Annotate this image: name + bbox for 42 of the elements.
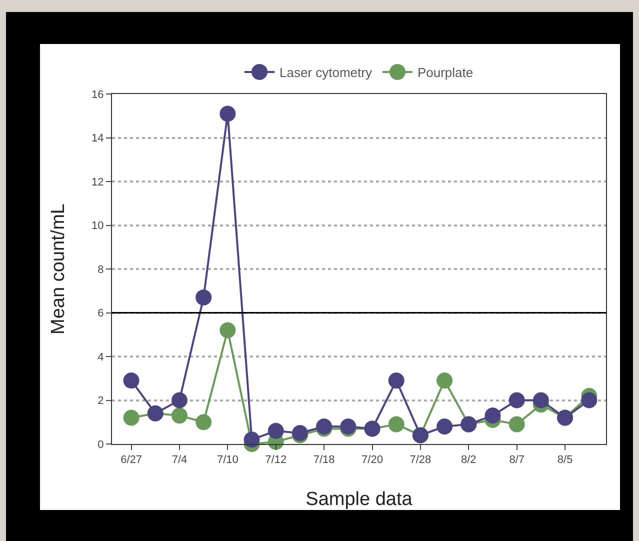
y-axis-title: Mean count/mL [48,204,69,334]
point [123,410,140,426]
point [508,392,525,408]
point [171,392,188,408]
x-tick-label: 7/12 [265,454,287,466]
point [171,408,188,424]
point [123,372,140,389]
point [268,422,284,439]
point [484,408,501,424]
point [196,414,212,430]
y-tick-label: 16 [92,88,104,101]
y-tick-label: 8 [98,264,104,276]
x-tick-label: 8/7 [509,454,524,466]
legend-label: Pourplate [417,65,474,80]
y-tick-label: 2 [98,395,104,408]
point [196,289,212,306]
x-tick-label: 6/27 [120,454,142,466]
x-tick-label: 8/2 [460,454,476,466]
x-tick-label: 7/18 [313,454,335,466]
point [220,322,236,338]
y-tick-label: 12 [92,176,104,188]
point [388,372,404,389]
point [508,416,525,432]
x-tick-label: 8/5 [557,454,573,466]
point [388,416,404,432]
point [220,106,236,122]
x-axis-title: Sample data [306,489,413,510]
y-tick-label: 6 [98,308,104,320]
x-tick-label: 7/10 [216,454,238,466]
x-tick-label: 7/4 [172,454,188,466]
x-tick-label: 7/28 [410,454,432,466]
point [532,392,549,408]
y-tick-label: 10 [92,220,104,232]
point [581,392,598,408]
legend-label: Laser cytometry [280,65,372,80]
point [244,432,260,448]
y-tick-label: 0 [98,438,104,451]
y-tick-label: 14 [92,132,104,145]
x-tick-label: 7/20 [362,454,383,466]
y-tick-label: 4 [98,351,104,364]
point [436,372,453,389]
point [436,418,453,434]
